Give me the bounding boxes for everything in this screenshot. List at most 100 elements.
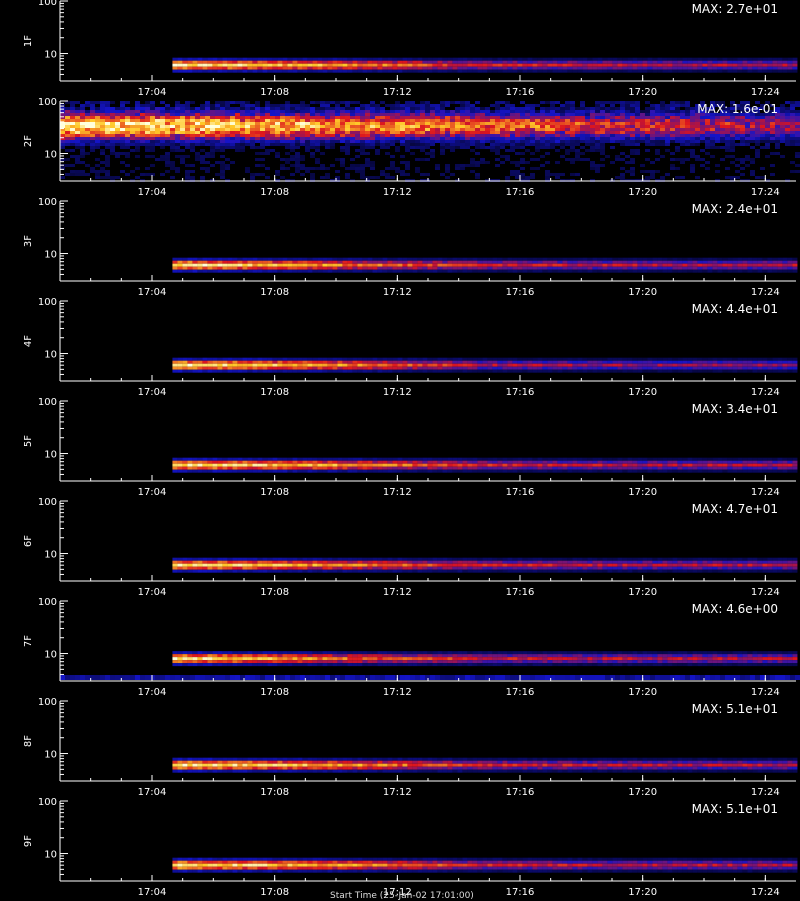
heatmap-cell: [572, 67, 577, 70]
heatmap-cell: [405, 101, 410, 104]
heatmap-cell: [245, 131, 250, 134]
heatmap-cell: [300, 125, 305, 128]
heatmap-cell: [575, 143, 580, 146]
heatmap-cell: [782, 364, 787, 367]
heatmap-cell: [530, 128, 535, 131]
heatmap-cell: [477, 358, 482, 361]
heatmap-cell: [740, 122, 745, 125]
heatmap-cell: [700, 164, 705, 167]
heatmap-cell: [187, 361, 192, 364]
heatmap-cell: [602, 358, 607, 361]
heatmap-cell: [245, 134, 250, 137]
heatmap-cell: [302, 61, 307, 64]
heatmap-cell: [210, 140, 215, 143]
heatmap-cell: [667, 258, 672, 261]
heatmap-cell: [477, 64, 482, 67]
heatmap-cell: [402, 267, 407, 270]
heatmap-cell: [510, 119, 515, 122]
heatmap-cell: [220, 164, 225, 167]
heatmap-cell: [422, 364, 427, 367]
heatmap-cell: [402, 67, 407, 70]
heatmap-cell: [397, 361, 402, 364]
heatmap-cell: [110, 134, 115, 137]
heatmap-cell: [625, 143, 630, 146]
heatmap-cell: [422, 67, 427, 70]
heatmap-cell: [277, 267, 282, 270]
x-tick-label: 17:12: [383, 287, 412, 298]
heatmap-cell: [195, 158, 200, 161]
x-tick-label: 17:12: [383, 387, 412, 398]
heatmap-cell: [572, 58, 577, 61]
heatmap-cell: [205, 170, 210, 173]
heatmap-cell: [140, 119, 145, 122]
heatmap-cell: [550, 122, 555, 125]
heatmap-cell: [377, 367, 382, 370]
heatmap-cell: [775, 116, 780, 119]
heatmap-cell: [682, 67, 687, 70]
heatmap-cell: [360, 176, 365, 179]
heatmap-cell: [250, 137, 255, 140]
heatmap-cell: [627, 70, 632, 73]
heatmap-cell: [505, 158, 510, 161]
heatmap-cell: [355, 122, 360, 125]
heatmap-cell: [485, 125, 490, 128]
heatmap-cell: [247, 267, 252, 270]
heatmap-cell: [347, 361, 352, 364]
heatmap-cell: [182, 458, 187, 461]
heatmap-cell: [425, 125, 430, 128]
heatmap-cell: [555, 143, 560, 146]
heatmap-cell: [95, 143, 100, 146]
heatmap-cell: [557, 258, 562, 261]
heatmap-cell: [727, 67, 732, 70]
heatmap-cell: [200, 149, 205, 152]
heatmap-cell: [337, 367, 342, 370]
heatmap-cell: [435, 119, 440, 122]
heatmap-cell: [505, 137, 510, 140]
heatmap-cell: [772, 70, 777, 73]
heatmap-cell: [180, 104, 185, 107]
heatmap-cell: [737, 267, 742, 270]
heatmap-cell: [402, 370, 407, 373]
heatmap-cell: [322, 370, 327, 373]
heatmap-cell: [75, 122, 80, 125]
heatmap-cell: [287, 64, 292, 67]
heatmap-cell: [125, 128, 130, 131]
heatmap-cell: [65, 113, 70, 116]
heatmap-cell: [452, 364, 457, 367]
heatmap-cell: [110, 119, 115, 122]
heatmap-cell: [372, 270, 377, 273]
heatmap-cell: [737, 58, 742, 61]
heatmap-cell: [340, 140, 345, 143]
heatmap-cell: [287, 61, 292, 64]
heatmap-cell: [310, 122, 315, 125]
heatmap-cell: [215, 107, 220, 110]
heatmap-cell: [525, 104, 530, 107]
heatmap-cell: [182, 267, 187, 270]
heatmap-cell: [280, 104, 285, 107]
heatmap-cell: [402, 61, 407, 64]
heatmap-cell: [585, 116, 590, 119]
heatmap-cell: [325, 146, 330, 149]
heatmap-cell: [350, 113, 355, 116]
heatmap-cell: [427, 361, 432, 364]
heatmap-cell: [752, 70, 757, 73]
heatmap-cell: [735, 164, 740, 167]
heatmap-cell: [777, 67, 782, 70]
heatmap-cell: [242, 258, 247, 261]
heatmap-cell: [790, 143, 795, 146]
heatmap-cell: [392, 370, 397, 373]
heatmap-cell: [657, 367, 662, 370]
heatmap-cell: [205, 128, 210, 131]
heatmap-cell: [395, 131, 400, 134]
heatmap-cell: [582, 261, 587, 264]
heatmap-cell: [457, 358, 462, 361]
heatmap-cell: [320, 137, 325, 140]
heatmap-cell: [407, 367, 412, 370]
heatmap-cell: [307, 267, 312, 270]
heatmap-cell: [730, 125, 735, 128]
heatmap-cell: [712, 267, 717, 270]
heatmap-cell: [650, 122, 655, 125]
heatmap-cell: [437, 258, 442, 261]
heatmap-cell: [192, 61, 197, 64]
heatmap-cell: [792, 261, 797, 264]
